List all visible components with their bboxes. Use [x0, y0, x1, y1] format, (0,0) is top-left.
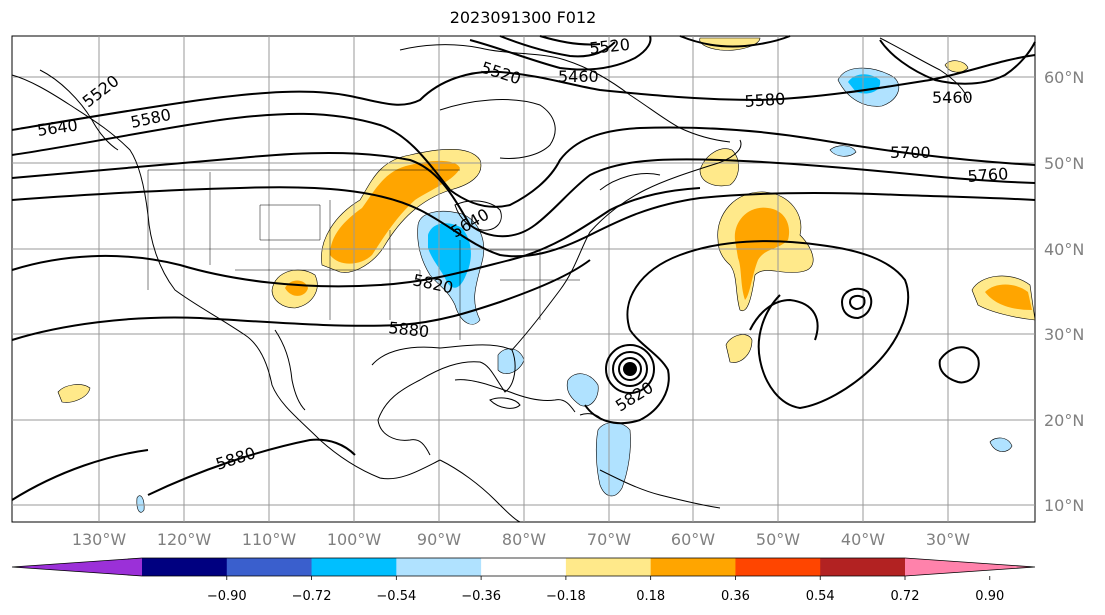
lon-label: 60°W [671, 530, 715, 549]
contour-label: 5760 [967, 164, 1009, 186]
colorbar-outline [11, 557, 1036, 577]
colorbar-segment [735, 558, 821, 576]
lon-label: 120°W [157, 530, 212, 549]
lon-label: 50°W [756, 530, 800, 549]
negative-anomaly-region [989, 437, 1013, 452]
longitude-labels: 130°W 120°W 110°W 100°W 90°W 80°W 70°W 6… [72, 530, 970, 549]
lat-label: 60°N [1044, 68, 1084, 87]
lon-label: 30°W [926, 530, 970, 549]
lat-label: 10°N [1044, 496, 1084, 515]
colorbar-segment [650, 558, 736, 576]
colorbar-tick-label: −0.18 [546, 589, 586, 604]
colorbar-segment [226, 558, 313, 576]
colorbar-tick-label: −0.72 [292, 589, 332, 604]
colorbar-tick-label: −0.90 [207, 589, 247, 604]
contour-label: 5460 [558, 67, 599, 86]
positive-anomaly-region [57, 384, 91, 403]
contour-label: 5580 [744, 89, 786, 111]
colorbar-segment [142, 558, 228, 576]
positive-anomaly-core [330, 160, 460, 264]
colorbar-tick-label: 0.18 [636, 589, 665, 604]
colorbar-tick-label: 0.90 [975, 589, 1004, 604]
colorbar-tick-label: 0.54 [806, 589, 835, 604]
lat-label: 50°N [1044, 154, 1084, 173]
negative-anomaly-region [566, 373, 599, 407]
colorbar: −0.90 −0.72 −0.54 −0.36 −0.18 0.18 0.36 0.54 0.7… [11, 557, 1036, 604]
height-contours [11, 35, 1036, 501]
page-title: 2023091300 F012 [449, 8, 597, 27]
positive-anomaly-core [734, 207, 790, 300]
positive-anomaly-region [944, 60, 969, 73]
negative-anomaly-region [829, 145, 857, 157]
lon-label: 100°W [327, 530, 382, 549]
latitude-labels: 60°N 50°N 40°N 30°N 20°N 10°N [1044, 68, 1084, 515]
positive-anomaly-region [725, 334, 753, 363]
negative-anomaly-region [136, 495, 145, 513]
positive-anomaly-core [985, 284, 1032, 310]
colorbar-segment [396, 558, 482, 576]
lat-label: 40°N [1044, 240, 1084, 259]
colorbar-tick-label: −0.54 [376, 589, 416, 604]
colorbar-segment [820, 558, 906, 576]
lat-label: 20°N [1044, 411, 1084, 430]
hurricane-eye-marker [623, 362, 637, 376]
lon-label: 110°W [242, 530, 297, 549]
colorbar-extend-low [12, 558, 142, 576]
contour-label: 5460 [932, 88, 973, 107]
lon-label: 40°W [841, 530, 885, 549]
colorbar-segment [481, 558, 567, 576]
hurricane-center-contours [605, 344, 655, 394]
lon-label: 70°W [587, 530, 631, 549]
lon-label: 80°W [502, 530, 546, 549]
colorbar-tick-label: −0.36 [461, 589, 501, 604]
colorbar-tick-label: 0.36 [721, 589, 750, 604]
contour-label: 5700 [890, 143, 931, 162]
colorbar-extend-high [905, 558, 1035, 576]
contour-label: 5880 [388, 318, 430, 341]
colorbar-tick-label: 0.72 [891, 589, 920, 604]
colorbar-segment [565, 558, 652, 576]
colorbar-segment [311, 558, 397, 576]
lon-label: 90°W [417, 530, 461, 549]
lon-label: 130°W [72, 530, 127, 549]
contour-label: 5520 [588, 35, 630, 58]
lat-label: 30°N [1044, 325, 1084, 344]
